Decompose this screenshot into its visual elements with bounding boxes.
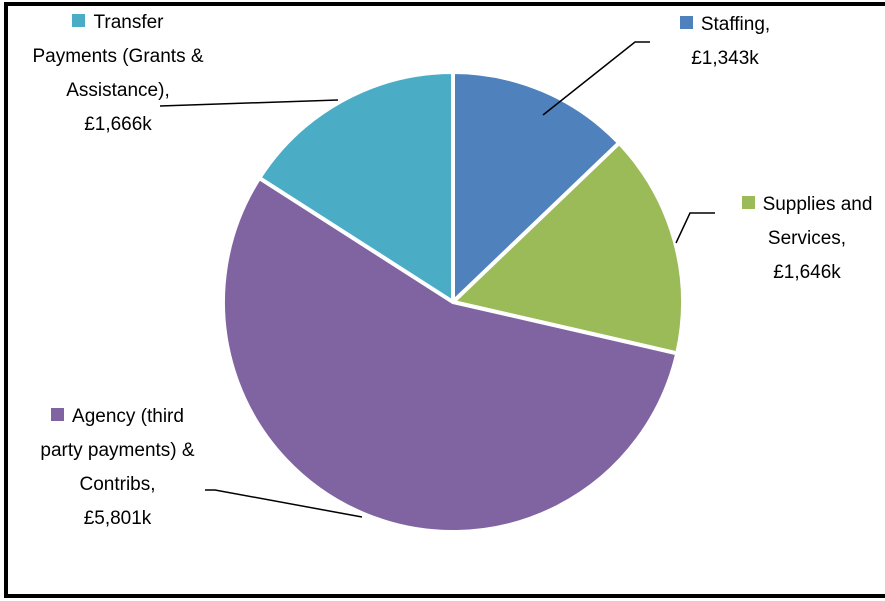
leader-line [542,41,650,116]
pie-slice [451,140,685,356]
chart-frame [4,2,885,598]
leader-line [205,489,363,518]
legend-key [679,16,693,29]
label-category: Agency (third party payments) & Contribs… [40,406,195,495]
label-value: £5,801k [83,508,152,529]
data-label: Agency (third party payments) & Contribs… [30,400,205,536]
pie [221,70,685,534]
label-category: Staffing, [700,14,771,35]
pie-slice [221,175,680,534]
leader-line [159,99,339,107]
legend-key [51,408,65,421]
leader-line [675,212,715,244]
legend-key [741,196,755,209]
data-label: Staffing, £1,343k [650,8,800,76]
label-value: £1,646k [773,262,841,283]
label-category: Transfer Payments (Grants & Assistance), [32,12,204,101]
pie-slice [451,70,622,304]
legend-key [72,14,86,27]
data-label: Transfer Payments (Grants & Assistance),… [28,6,208,142]
data-label: Supplies and Services, £1,646k [722,188,885,290]
label-value: £1,343k [691,48,759,69]
label-value: £1,666k [84,114,152,135]
label-category: Supplies and Services, [762,194,873,249]
pie-slice [257,70,455,304]
